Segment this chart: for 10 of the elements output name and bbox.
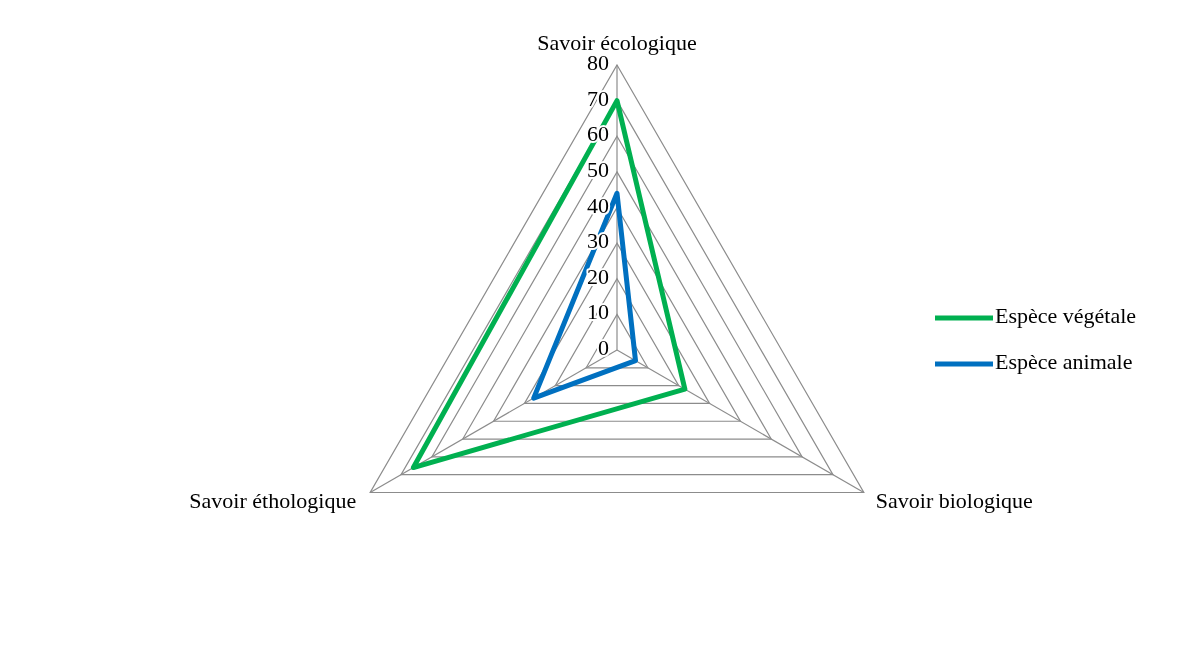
y-tick-label: 50: [587, 156, 609, 182]
y-tick-label: 10: [587, 299, 609, 325]
y-tick-label: 70: [587, 85, 609, 111]
y-tick-label: 20: [587, 263, 609, 289]
spoke-label: Savoir éthologique: [189, 487, 357, 513]
spoke-label: Savoir biologique: [875, 487, 1033, 513]
y-tick-label: 0: [598, 335, 609, 361]
legend-label: Espèce animale: [995, 349, 1133, 375]
y-tick-label: 40: [587, 192, 609, 218]
legend-label: Espèce végétale: [995, 303, 1137, 329]
